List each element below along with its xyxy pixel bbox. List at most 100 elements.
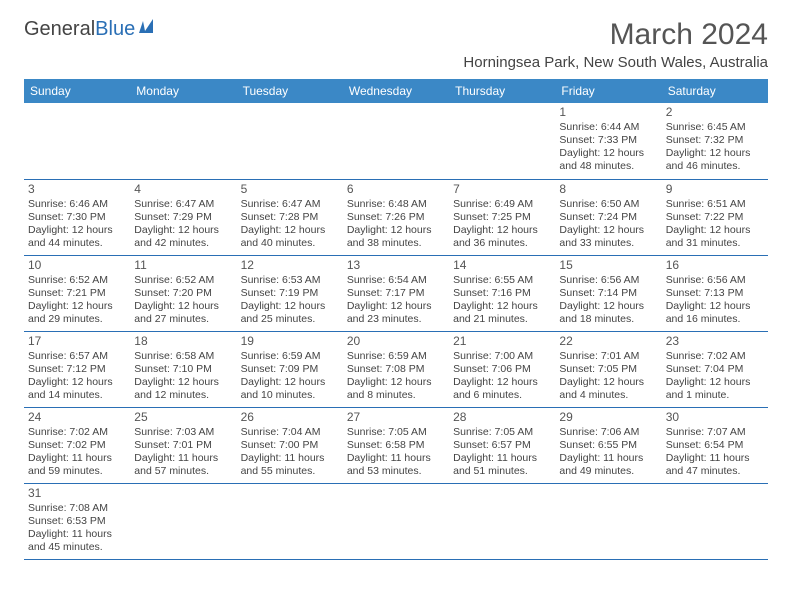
day-number: 4 [134,182,232,197]
day-day1: Daylight: 11 hours [453,452,551,465]
calendar-day-cell: 4Sunrise: 6:47 AMSunset: 7:29 PMDaylight… [130,179,236,255]
day-day2: and 12 minutes. [134,389,232,402]
day-day1: Daylight: 11 hours [134,452,232,465]
day-sunset: Sunset: 7:09 PM [241,363,339,376]
day-number: 30 [666,410,764,425]
day-day1: Daylight: 11 hours [666,452,764,465]
day-sunrise: Sunrise: 6:56 AM [559,274,657,287]
day-day2: and 16 minutes. [666,313,764,326]
day-number: 27 [347,410,445,425]
day-number: 7 [453,182,551,197]
calendar-day-cell: 7Sunrise: 6:49 AMSunset: 7:25 PMDaylight… [449,179,555,255]
day-day1: Daylight: 12 hours [347,224,445,237]
day-sunset: Sunset: 7:30 PM [28,211,126,224]
day-day2: and 55 minutes. [241,465,339,478]
calendar-day-cell: 27Sunrise: 7:05 AMSunset: 6:58 PMDayligh… [343,407,449,483]
day-sunset: Sunset: 7:08 PM [347,363,445,376]
day-number: 22 [559,334,657,349]
calendar-day-cell: 17Sunrise: 6:57 AMSunset: 7:12 PMDayligh… [24,331,130,407]
day-sunrise: Sunrise: 6:47 AM [241,198,339,211]
calendar-day-cell: 31Sunrise: 7:08 AMSunset: 6:53 PMDayligh… [24,483,130,559]
calendar-week-row: 1Sunrise: 6:44 AMSunset: 7:33 PMDaylight… [24,103,768,179]
calendar-empty-cell [237,483,343,559]
day-sunrise: Sunrise: 6:50 AM [559,198,657,211]
day-sunset: Sunset: 7:21 PM [28,287,126,300]
weekday-header: Friday [555,79,661,103]
day-number: 11 [134,258,232,273]
day-number: 5 [241,182,339,197]
day-sunset: Sunset: 7:12 PM [28,363,126,376]
day-day1: Daylight: 12 hours [559,376,657,389]
day-number: 3 [28,182,126,197]
day-day2: and 27 minutes. [134,313,232,326]
header: GeneralBlue March 2024 Horningsea Park, … [24,18,768,71]
day-number: 10 [28,258,126,273]
day-day1: Daylight: 12 hours [241,300,339,313]
calendar-day-cell: 30Sunrise: 7:07 AMSunset: 6:54 PMDayligh… [662,407,768,483]
day-day1: Daylight: 12 hours [559,300,657,313]
day-day1: Daylight: 12 hours [453,376,551,389]
day-sunset: Sunset: 6:55 PM [559,439,657,452]
calendar-day-cell: 19Sunrise: 6:59 AMSunset: 7:09 PMDayligh… [237,331,343,407]
day-sunset: Sunset: 7:01 PM [134,439,232,452]
day-sunrise: Sunrise: 6:47 AM [134,198,232,211]
calendar-day-cell: 8Sunrise: 6:50 AMSunset: 7:24 PMDaylight… [555,179,661,255]
logo-flag-icon [139,18,165,41]
logo-text-1: General [24,18,95,41]
day-sunset: Sunset: 7:28 PM [241,211,339,224]
calendar-empty-cell [130,103,236,179]
day-number: 16 [666,258,764,273]
day-day2: and 49 minutes. [559,465,657,478]
day-sunset: Sunset: 7:29 PM [134,211,232,224]
day-sunset: Sunset: 7:25 PM [453,211,551,224]
calendar-day-cell: 11Sunrise: 6:52 AMSunset: 7:20 PMDayligh… [130,255,236,331]
day-sunrise: Sunrise: 6:56 AM [666,274,764,287]
day-number: 15 [559,258,657,273]
day-number: 6 [347,182,445,197]
calendar-day-cell: 15Sunrise: 6:56 AMSunset: 7:14 PMDayligh… [555,255,661,331]
day-day2: and 47 minutes. [666,465,764,478]
day-number: 1 [559,105,657,120]
day-sunset: Sunset: 7:20 PM [134,287,232,300]
day-day1: Daylight: 11 hours [347,452,445,465]
day-sunset: Sunset: 7:24 PM [559,211,657,224]
day-sunrise: Sunrise: 6:54 AM [347,274,445,287]
day-day2: and 36 minutes. [453,237,551,250]
day-number: 14 [453,258,551,273]
day-number: 28 [453,410,551,425]
day-sunrise: Sunrise: 6:57 AM [28,350,126,363]
day-sunrise: Sunrise: 6:45 AM [666,121,764,134]
day-day1: Daylight: 12 hours [241,224,339,237]
day-day2: and 40 minutes. [241,237,339,250]
calendar-day-cell: 20Sunrise: 6:59 AMSunset: 7:08 PMDayligh… [343,331,449,407]
location: Horningsea Park, New South Wales, Austra… [463,54,768,71]
day-day1: Daylight: 12 hours [666,224,764,237]
day-day2: and 14 minutes. [28,389,126,402]
day-day2: and 18 minutes. [559,313,657,326]
day-sunset: Sunset: 6:58 PM [347,439,445,452]
calendar-week-row: 31Sunrise: 7:08 AMSunset: 6:53 PMDayligh… [24,483,768,559]
calendar-day-cell: 10Sunrise: 6:52 AMSunset: 7:21 PMDayligh… [24,255,130,331]
day-day1: Daylight: 12 hours [28,376,126,389]
day-number: 17 [28,334,126,349]
day-day2: and 31 minutes. [666,237,764,250]
day-sunrise: Sunrise: 6:58 AM [134,350,232,363]
calendar-table: SundayMondayTuesdayWednesdayThursdayFrid… [24,79,768,560]
calendar-empty-cell [237,103,343,179]
day-day2: and 48 minutes. [559,160,657,173]
day-number: 26 [241,410,339,425]
day-sunrise: Sunrise: 7:08 AM [28,502,126,515]
calendar-day-cell: 23Sunrise: 7:02 AMSunset: 7:04 PMDayligh… [662,331,768,407]
day-day2: and 6 minutes. [453,389,551,402]
day-sunset: Sunset: 7:04 PM [666,363,764,376]
day-sunrise: Sunrise: 7:02 AM [666,350,764,363]
day-sunrise: Sunrise: 7:01 AM [559,350,657,363]
day-number: 12 [241,258,339,273]
day-number: 24 [28,410,126,425]
day-sunset: Sunset: 7:13 PM [666,287,764,300]
weekday-header: Wednesday [343,79,449,103]
title-block: March 2024 Horningsea Park, New South Wa… [463,18,768,71]
day-sunrise: Sunrise: 6:49 AM [453,198,551,211]
day-sunset: Sunset: 6:54 PM [666,439,764,452]
day-number: 13 [347,258,445,273]
